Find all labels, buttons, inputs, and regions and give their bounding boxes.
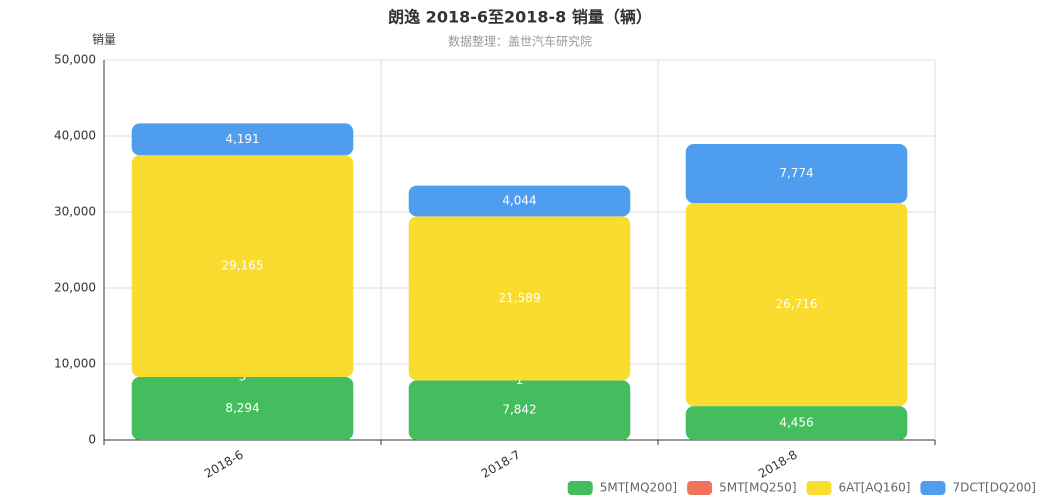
bar-segment [685,406,908,440]
data-label: 29,165 [222,259,264,273]
legend-swatch [687,481,713,495]
bar-segment [131,123,354,156]
data-label: 7,842 [502,403,536,417]
y-tick-label: 40,000 [54,129,96,143]
data-label: 26,716 [776,297,818,311]
y-tick-label: 50,000 [54,53,96,67]
bar-segment [408,380,631,440]
bar-segment [408,185,631,217]
x-tick-label: 2018-7 [479,448,523,481]
y-axis-label: 销量 [92,33,116,47]
bar-segment [131,376,354,440]
legend-label: 5MT[MQ250] [719,481,796,495]
bar-segment [131,155,354,377]
data-label: 21,589 [499,291,541,305]
bar-segment [685,144,908,204]
data-label: 4,044 [502,193,536,207]
bar-segment [408,216,631,381]
data-label: 8,294 [225,401,259,415]
bar-segment [685,203,908,407]
legend-label: 7DCT[DQ200] [952,481,1036,495]
legend-swatch [567,481,593,495]
data-label: 7,774 [779,166,813,180]
y-tick-label: 10,000 [54,357,96,371]
data-label: 4,191 [225,132,259,146]
data-label: 4,456 [779,416,813,430]
legend-label: 5MT[MQ200] [600,481,677,495]
legend-label: 6AT[AQ160] [839,481,911,495]
y-tick-label: 30,000 [54,205,96,219]
chart-subtitle: 数据整理：盖世汽车研究院 [448,34,592,49]
x-tick-label: 2018-8 [756,448,800,481]
x-tick-label: 2018-6 [202,448,246,481]
chart-title: 朗逸 2018-6至2018-8 销量（辆） [388,8,652,27]
y-tick-label: 0 [88,433,96,447]
legend-swatch [806,481,832,495]
y-tick-label: 20,000 [54,281,96,295]
legend-swatch [920,481,946,495]
